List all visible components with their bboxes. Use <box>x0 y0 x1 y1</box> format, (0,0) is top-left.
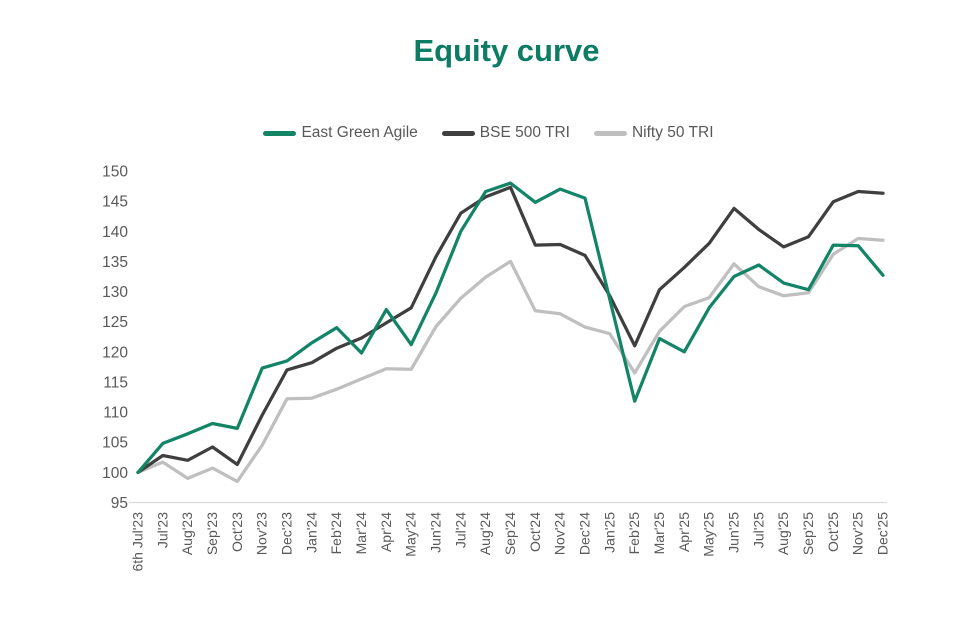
x-axis-tick-label: Mar'24 <box>353 512 369 555</box>
x-axis-tick-label: Jun'25 <box>726 512 742 553</box>
y-axis-tick-label: 130 <box>102 284 128 301</box>
y-axis-tick-label: 115 <box>103 374 128 391</box>
x-axis-tick-label: Jan'24 <box>303 512 319 553</box>
x-axis-tick-label: Nov'24 <box>552 512 568 555</box>
x-axis-tick-label: Jul'25 <box>750 512 766 548</box>
legend-item-bse-500-tri: BSE 500 TRI <box>441 124 570 142</box>
x-axis-tick-label: Dec'23 <box>279 512 295 555</box>
x-axis-tick-label: Sep'25 <box>800 512 816 555</box>
x-axis-tick-label: Dec'24 <box>577 512 593 555</box>
x-axis-tick-label: Nov'25 <box>850 512 866 555</box>
y-axis-tick-label: 95 <box>111 495 128 512</box>
x-axis-tick-label: Jun'24 <box>428 512 444 553</box>
legend-item-nifty-50-tri: Nifty 50 TRI <box>593 124 714 142</box>
legend-label-nifty-50-tri: Nifty 50 TRI <box>631 124 714 141</box>
y-axis-tick-label: 120 <box>102 344 128 361</box>
x-axis-tick-label: Feb'25 <box>626 512 642 555</box>
legend-label-bse-500-tri: BSE 500 TRI <box>479 124 570 141</box>
y-axis-tick-label: 125 <box>102 314 128 331</box>
x-axis-tick-label: Jul'24 <box>452 512 468 548</box>
y-axis-tick-label: 140 <box>102 224 128 241</box>
x-axis-tick-label: Dec'25 <box>875 512 891 555</box>
x-axis-tick-label: Sep'24 <box>502 512 518 555</box>
legend-item-east-green-agile: East Green Agile <box>263 124 418 142</box>
x-axis-tick-label: Aug'24 <box>477 512 493 555</box>
series-line-nifty-50-tri <box>136 236 885 484</box>
x-axis-tick-label: May'25 <box>701 512 717 557</box>
x-axis-tick-label: Jan'25 <box>601 512 617 553</box>
y-axis-tick-label: 110 <box>103 405 128 422</box>
series-line-bse-500-tri <box>136 185 885 475</box>
x-axis-tick-label: Apr'25 <box>676 512 692 552</box>
series-line-east-green-agile <box>136 181 885 475</box>
x-axis-tick-label: Nov'23 <box>254 512 270 555</box>
legend-swatch-nifty-50-tri-icon <box>593 130 627 136</box>
x-axis-tick-label: Feb'24 <box>328 512 344 555</box>
x-axis-tick-label: Aug'23 <box>179 512 195 555</box>
x-axis-tick-label: Mar'25 <box>651 512 667 555</box>
x-axis-tick-label: Oct'23 <box>229 512 245 552</box>
y-axis-tick-label: 100 <box>102 465 128 482</box>
y-axis-tick-label: 150 <box>102 164 128 181</box>
x-axis-tick-label: Jul'23 <box>154 512 170 548</box>
x-axis-tick-label: Oct'24 <box>527 512 543 552</box>
chart-title: Equity curve <box>413 33 600 68</box>
x-axis-tick-label: Aug'25 <box>775 512 791 555</box>
legend-label-east-green-agile: East Green Agile <box>301 124 418 141</box>
chart-legend: East Green Agile BSE 500 TRI Nifty 50 TR… <box>0 124 977 142</box>
legend-swatch-bse-500-tri-icon <box>441 130 475 136</box>
x-axis-tick-label: Apr'24 <box>378 512 394 552</box>
x-axis-tick-label: Oct'25 <box>825 512 841 552</box>
legend-swatch-east-green-agile-icon <box>263 130 297 136</box>
x-axis-tick-label: Sep'23 <box>204 512 220 555</box>
y-axis-tick-label: 135 <box>102 254 128 271</box>
y-axis-tick-label: 105 <box>102 435 128 452</box>
x-axis-tick-label: 6th Jul'23 <box>130 512 146 572</box>
y-axis-tick-label: 145 <box>102 194 128 211</box>
x-axis-tick-label: May'24 <box>403 512 419 557</box>
